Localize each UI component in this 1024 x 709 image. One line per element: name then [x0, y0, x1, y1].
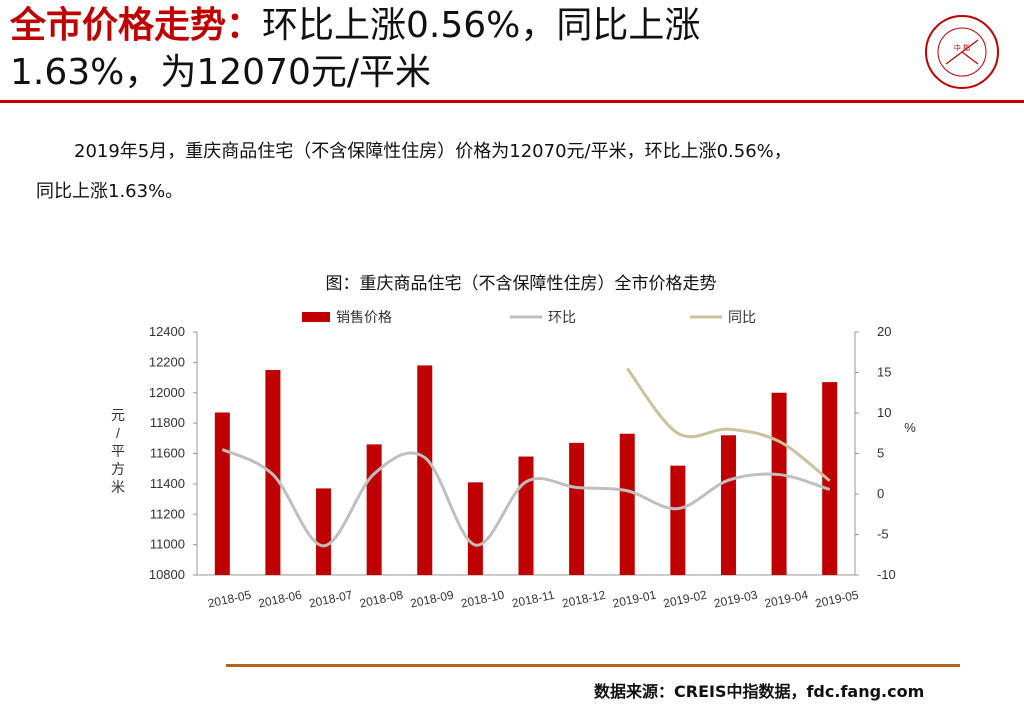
y2-tick-label: 5 — [877, 446, 884, 461]
x-tick-label: 2018-06 — [257, 588, 303, 611]
bar-2018-05 — [214, 412, 230, 575]
page-title: 全市价格走势：环比上涨0.56%，同比上涨 1.63%，为12070元/平米 — [10, 2, 910, 96]
x-tick-label: 2018-11 — [511, 588, 556, 611]
x-tick-label: 2018-05 — [206, 588, 252, 611]
y-axis-label-char: 方 — [111, 461, 125, 477]
y-tick-label: 11400 — [150, 476, 185, 491]
y2-axis-label: % — [904, 420, 916, 435]
summary-line-1: 2019年5月，重庆商品住宅（不含保障性住房）价格为12070元/平米，环比上涨… — [74, 141, 792, 162]
y2-tick-label: 15 — [877, 365, 891, 380]
y-tick-label: 12200 — [149, 354, 185, 369]
y2-tick-label: 10 — [877, 405, 891, 420]
bar-2018-07 — [316, 488, 332, 575]
bar-2018-09 — [417, 365, 433, 575]
legend-label: 同比 — [728, 309, 756, 325]
bar-2018-12 — [569, 442, 585, 575]
summary-paragraph: 2019年5月，重庆商品住宅（不含保障性住房）价格为12070元/平米，环比上涨… — [36, 132, 1002, 212]
bar-2018-06 — [265, 369, 281, 575]
line-series-2 — [626, 367, 831, 482]
x-tick-label: 2019-01 — [611, 588, 657, 611]
legend-label: 环比 — [548, 309, 576, 325]
logo-center-text: 中 指 — [954, 43, 970, 52]
bar-2018-10 — [467, 482, 483, 575]
y-axis-label-char: / — [116, 425, 120, 441]
y-tick-label: 11800 — [150, 415, 185, 430]
data-source: 数据来源：CREIS中指数据，fdc.fang.com — [594, 682, 925, 701]
legend-label: 销售价格 — [336, 309, 392, 325]
bar-2019-05 — [822, 382, 838, 575]
bar-2019-02 — [670, 465, 686, 575]
chart-title: 图：重庆商品住宅（不含保障性住房）全市价格走势 — [326, 274, 717, 293]
bar-2019-01 — [619, 433, 635, 575]
y-axis-label-char: 元 — [111, 407, 125, 423]
y-tick-label: 12000 — [149, 385, 185, 400]
footer-divider — [226, 664, 960, 667]
y2-tick-label: 0 — [877, 486, 884, 501]
y-axis-label-char: 平 — [111, 443, 125, 459]
line-series-1 — [221, 448, 831, 548]
bar-2019-04 — [771, 392, 787, 575]
x-tick-label: 2019-04 — [763, 588, 809, 611]
bar-2018-08 — [366, 444, 382, 575]
y2-tick-label: -5 — [877, 527, 889, 542]
y2-tick-label: -10 — [877, 567, 896, 582]
title-highlight: 全市价格走势： — [10, 5, 263, 46]
y-tick-label: 10800 — [149, 567, 185, 582]
y2-tick-label: 20 — [877, 324, 891, 339]
y-tick-label: 11200 — [150, 506, 185, 521]
summary-line-2: 同比上涨1.63%。 — [36, 181, 184, 202]
x-tick-label: 2018-07 — [308, 588, 354, 611]
x-tick-label: 2019-03 — [713, 588, 759, 611]
bar-2018-11 — [518, 456, 534, 575]
y-tick-label: 12400 — [149, 324, 185, 339]
x-tick-label: 2019-05 — [814, 588, 860, 611]
y-tick-label: 11000 — [150, 537, 185, 552]
title-line-2: 1.63%，为12070元/平米 — [10, 52, 432, 93]
y-axis-label-char: 米 — [111, 479, 125, 495]
x-tick-label: 2018-10 — [460, 588, 506, 611]
x-tick-label: 2018-09 — [409, 588, 455, 611]
bar-2019-03 — [720, 435, 736, 575]
x-tick-label: 2019-02 — [662, 588, 708, 611]
title-rest: 环比上涨0.56%，同比上涨 — [262, 5, 701, 46]
header-divider — [0, 100, 1024, 103]
x-tick-label: 2018-12 — [561, 588, 607, 611]
x-tick-label: 2018-08 — [358, 588, 404, 611]
y-tick-label: 11600 — [150, 446, 185, 461]
china-index-academy-logo: 中 指 — [925, 15, 999, 89]
legend-swatch-bar — [302, 312, 330, 322]
